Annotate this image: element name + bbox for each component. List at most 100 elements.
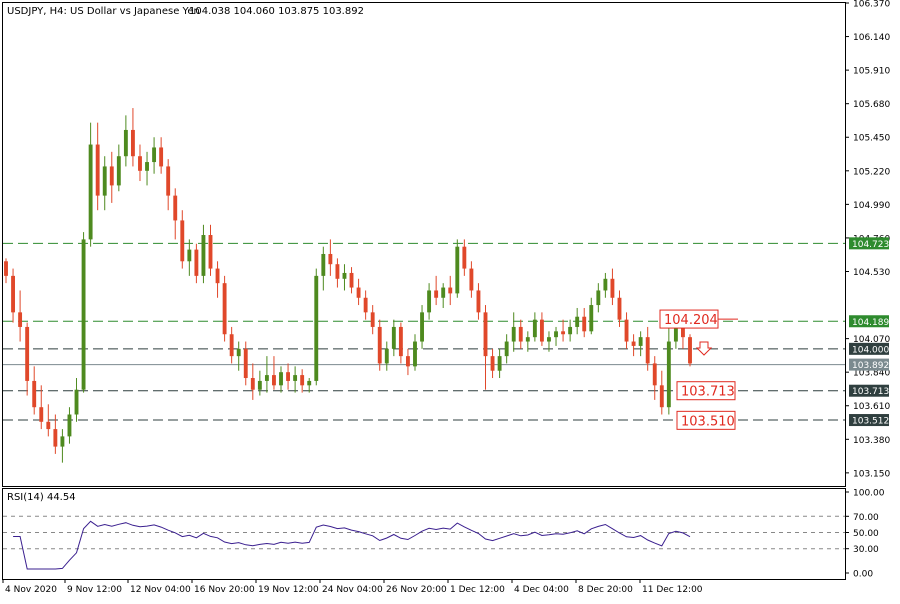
candle-body [363, 297, 368, 313]
candle [286, 363, 291, 390]
candle-body [568, 326, 573, 335]
level-price-badge [849, 315, 889, 328]
candle [617, 290, 622, 327]
candle [307, 378, 312, 393]
x-tick-label: 12 Nov 04:00 [130, 585, 191, 595]
annotation-box [676, 410, 736, 430]
candle-body [511, 326, 516, 342]
rsi-tick-label: 100.00 [853, 489, 885, 499]
candle-body [257, 380, 262, 390]
candle [483, 305, 488, 390]
candle-body [102, 166, 107, 196]
candle-body [688, 337, 692, 364]
x-tick-label: 1 Dec 12:00 [450, 585, 505, 595]
candle-body [518, 326, 523, 342]
candle-body [187, 249, 192, 262]
candle-body [293, 375, 298, 381]
candle-body [652, 363, 657, 386]
candle-body [610, 278, 615, 298]
candle-body [159, 147, 164, 167]
level-price-badge [849, 358, 889, 371]
candle [349, 267, 354, 294]
annotation-label: 103.713 [681, 385, 735, 400]
candle [53, 414, 58, 454]
y-tick-label: 104.530 [853, 268, 890, 278]
x-tick-label: 8 Dec 20:00 [578, 585, 633, 595]
candle-body [25, 326, 30, 381]
candle [102, 156, 107, 211]
candle-body [554, 331, 558, 338]
candle [539, 312, 544, 346]
candle [39, 385, 44, 430]
y-tick-label: 103.610 [853, 402, 890, 412]
level-price-label: 103.892 [852, 361, 889, 371]
candle [4, 258, 8, 284]
candle [250, 363, 255, 400]
candle-body [236, 348, 241, 357]
candle [222, 275, 227, 342]
candle-body [32, 380, 37, 408]
candle-body [138, 156, 142, 171]
candle-body [673, 326, 678, 342]
candle [532, 312, 537, 342]
candle-body [67, 414, 72, 437]
candle [201, 224, 206, 284]
candle [272, 356, 276, 390]
candle [293, 366, 298, 393]
candle [631, 334, 636, 357]
candle [130, 108, 135, 167]
candle [236, 341, 241, 371]
y-tick-label: 104.070 [853, 335, 890, 345]
candle-body [547, 337, 551, 342]
candle-body [405, 356, 410, 367]
candle [420, 305, 424, 349]
down-arrow-icon [695, 341, 713, 356]
candle [67, 407, 72, 444]
candle [441, 283, 446, 308]
candle-body [215, 268, 220, 284]
candle-body [60, 436, 65, 447]
candle-body [173, 195, 178, 221]
candle-body [335, 264, 340, 279]
y-tick-label: 104.990 [853, 201, 890, 211]
level-lines [3, 242, 845, 421]
candles [4, 108, 692, 463]
candle [194, 243, 199, 284]
candle [462, 239, 467, 276]
candle [568, 319, 573, 342]
candle [321, 246, 326, 291]
y-tick-label: 106.370 [853, 0, 890, 10]
candle [575, 307, 580, 335]
candle [504, 334, 509, 364]
candle [342, 264, 347, 291]
candle-body [342, 272, 347, 279]
y-tick-label: 105.450 [853, 134, 890, 144]
chart-ohlc-values: 104.038 104.060 103.875 103.892 [189, 6, 364, 17]
candle [589, 297, 594, 335]
candle [434, 275, 439, 306]
candle [95, 122, 100, 211]
candle-body [314, 275, 319, 381]
candle [596, 283, 601, 313]
candle-body [279, 372, 283, 386]
candle [624, 312, 629, 349]
y-tick-label: 103.840 [853, 369, 890, 379]
main-plot-frame [2, 2, 846, 487]
candle-body [413, 341, 417, 367]
candle-body [250, 378, 255, 390]
level-price-badge [849, 384, 889, 397]
candle [328, 239, 333, 276]
candle [25, 322, 30, 396]
candle-body [483, 312, 488, 357]
level-price-label: 103.713 [852, 387, 889, 397]
candle [652, 356, 657, 400]
candle [391, 319, 396, 357]
candle-body [11, 275, 15, 313]
candle-body [391, 326, 396, 349]
candle-body [434, 290, 439, 298]
time-axis: 4 Nov 2020 9 Nov 12:00 12 Nov 04:00 16 Nov … [2, 579, 703, 595]
candle [335, 258, 340, 288]
x-tick-label: 11 Dec 12:00 [642, 585, 703, 595]
candle-body [356, 287, 361, 298]
